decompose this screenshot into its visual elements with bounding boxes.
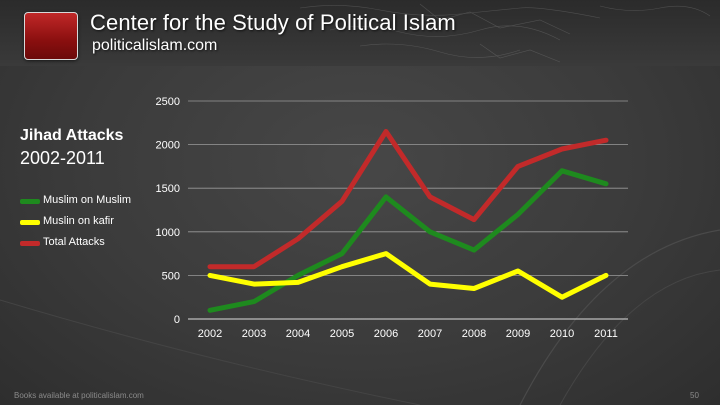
world-map-background bbox=[299, 3, 711, 63]
header-band bbox=[0, 0, 720, 66]
y-tick-label-2000: 2000 bbox=[156, 140, 180, 152]
grid-layer bbox=[188, 100, 628, 320]
legend-swatch-muslin-on-kafir bbox=[20, 220, 40, 225]
legend-label-total-attacks: Total Attacks bbox=[43, 236, 105, 248]
series-line-total-attacks bbox=[207, 129, 609, 270]
org-site: politicalislam.com bbox=[92, 37, 218, 54]
x-tick-label-2007: 2007 bbox=[418, 328, 442, 340]
chart-subtitle: 2002-2011 bbox=[20, 148, 105, 168]
x-tick-label-2002: 2002 bbox=[198, 328, 222, 340]
x-tick-label-2011: 2011 bbox=[594, 328, 618, 340]
x-tick-label-2003: 2003 bbox=[242, 328, 266, 340]
x-tick-label-2008: 2008 bbox=[462, 328, 486, 340]
chart-title: Jihad Attacks bbox=[20, 127, 124, 144]
x-tick-label-2010: 2010 bbox=[550, 328, 574, 340]
series-layer bbox=[207, 129, 609, 313]
y-tick-label-2500: 2500 bbox=[156, 96, 180, 108]
footer-text: Books available at politicalislam.com bbox=[14, 391, 144, 400]
legend-swatch-total-attacks bbox=[20, 241, 40, 246]
y-tick-label-1000: 1000 bbox=[156, 227, 180, 239]
y-tick-label-1500: 1500 bbox=[156, 183, 180, 195]
legend-label-muslin-on-kafir: Muslin on kafir bbox=[43, 215, 114, 227]
y-tick-labels: 0 500 1000 1500 2000 2500 bbox=[156, 96, 180, 326]
series-line-muslin-on-kafir bbox=[207, 251, 609, 300]
x-tick-label-2006: 2006 bbox=[374, 328, 398, 340]
y-tick-label-500: 500 bbox=[162, 270, 180, 282]
legend-swatch-muslim-on-muslim bbox=[20, 199, 40, 204]
y-tick-label-0: 0 bbox=[174, 314, 180, 326]
logo-square bbox=[24, 12, 78, 60]
x-tick-label-2004: 2004 bbox=[286, 328, 310, 340]
legend-label-muslim-on-muslim: Muslim on Muslim bbox=[43, 194, 132, 206]
org-title: Center for the Study of Political Islam bbox=[90, 10, 456, 35]
x-tick-label-2005: 2005 bbox=[330, 328, 354, 340]
series-line-muslim-on-muslim bbox=[207, 168, 609, 313]
page-number: 50 bbox=[690, 391, 699, 400]
x-tick-labels: 2002 2003 2004 2005 2006 2007 2008 2009 2010 2011 bbox=[198, 328, 618, 340]
x-tick-label-2009: 2009 bbox=[506, 328, 530, 340]
